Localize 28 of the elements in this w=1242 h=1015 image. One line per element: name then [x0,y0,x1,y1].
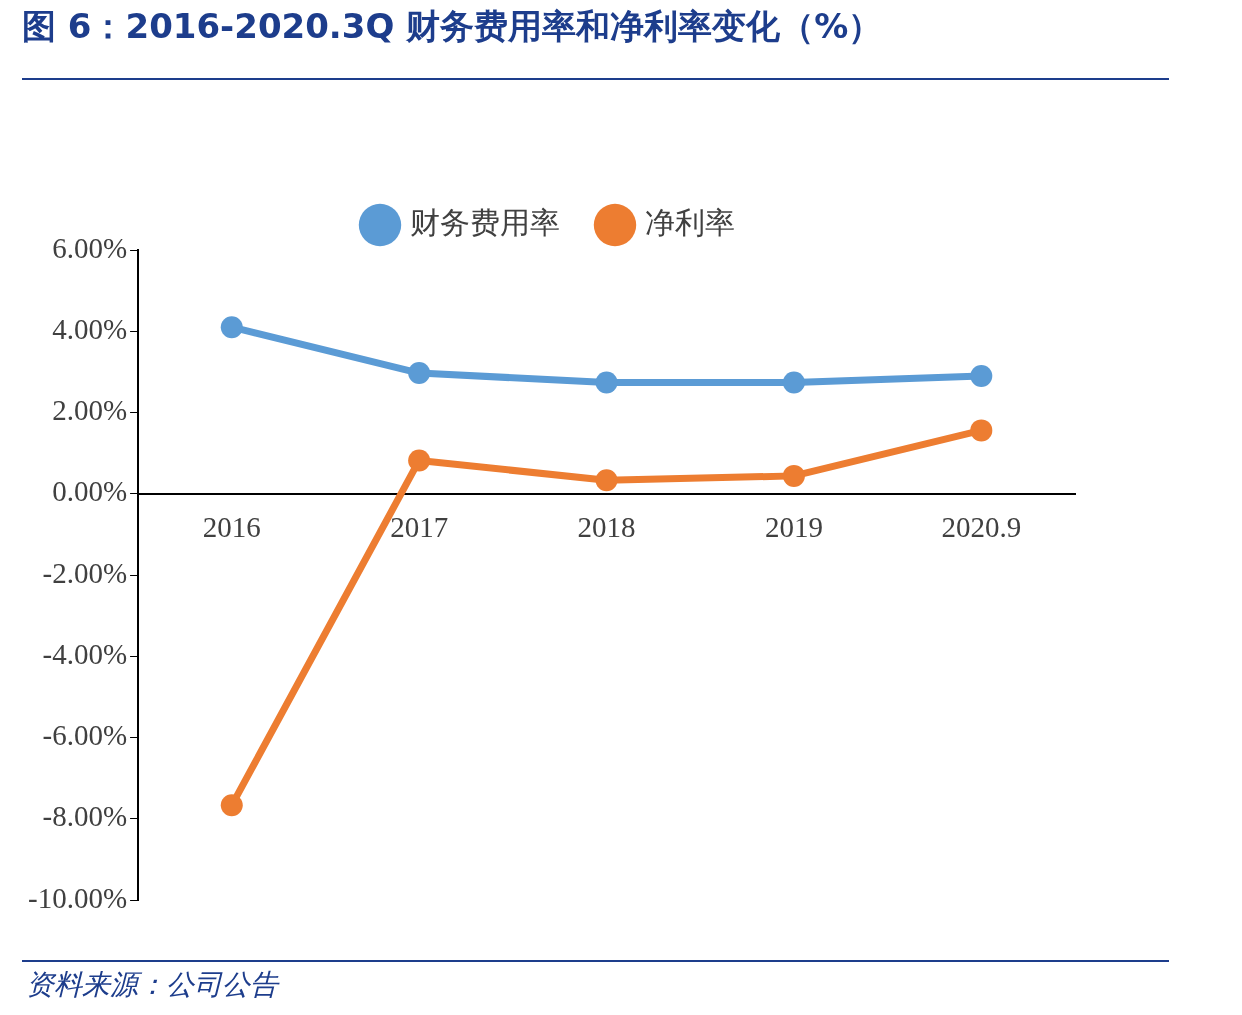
point [408,362,431,385]
y-tick-label: 2.00% [52,394,128,427]
text: 资料来源：公司公告 [26,967,278,1003]
point [782,371,805,394]
point [970,419,993,442]
y-tick-label: -6.00% [42,719,128,752]
y-tick-label: -10.00% [27,881,128,914]
point [220,316,243,339]
point [782,464,805,487]
x-tick-label: 2016 [202,510,261,543]
point [595,371,618,394]
chart-title: 图 6：2016-2020.3Q 财务费用率和净利率变化（%） [22,5,883,48]
legend-label: 净利率 [645,204,735,240]
point [970,364,993,387]
y-tick-label: -2.00% [42,556,128,589]
y-tick-label: -4.00% [42,637,128,670]
y-tick-label: 4.00% [52,312,128,345]
x-tick-label: 2017 [390,510,449,543]
y-tick-label: 6.00% [52,231,128,264]
legend-label: 财务费用率 [410,204,560,240]
y-tick-label: 0.00% [52,475,128,508]
point [595,469,618,492]
point [220,794,243,817]
x-tick-label: 2020.9 [941,510,1022,543]
y-tick-label: -8.00% [42,800,128,833]
x-tick-label: 2019 [764,510,823,543]
x-tick-label: 2018 [577,510,636,543]
point [408,449,431,472]
